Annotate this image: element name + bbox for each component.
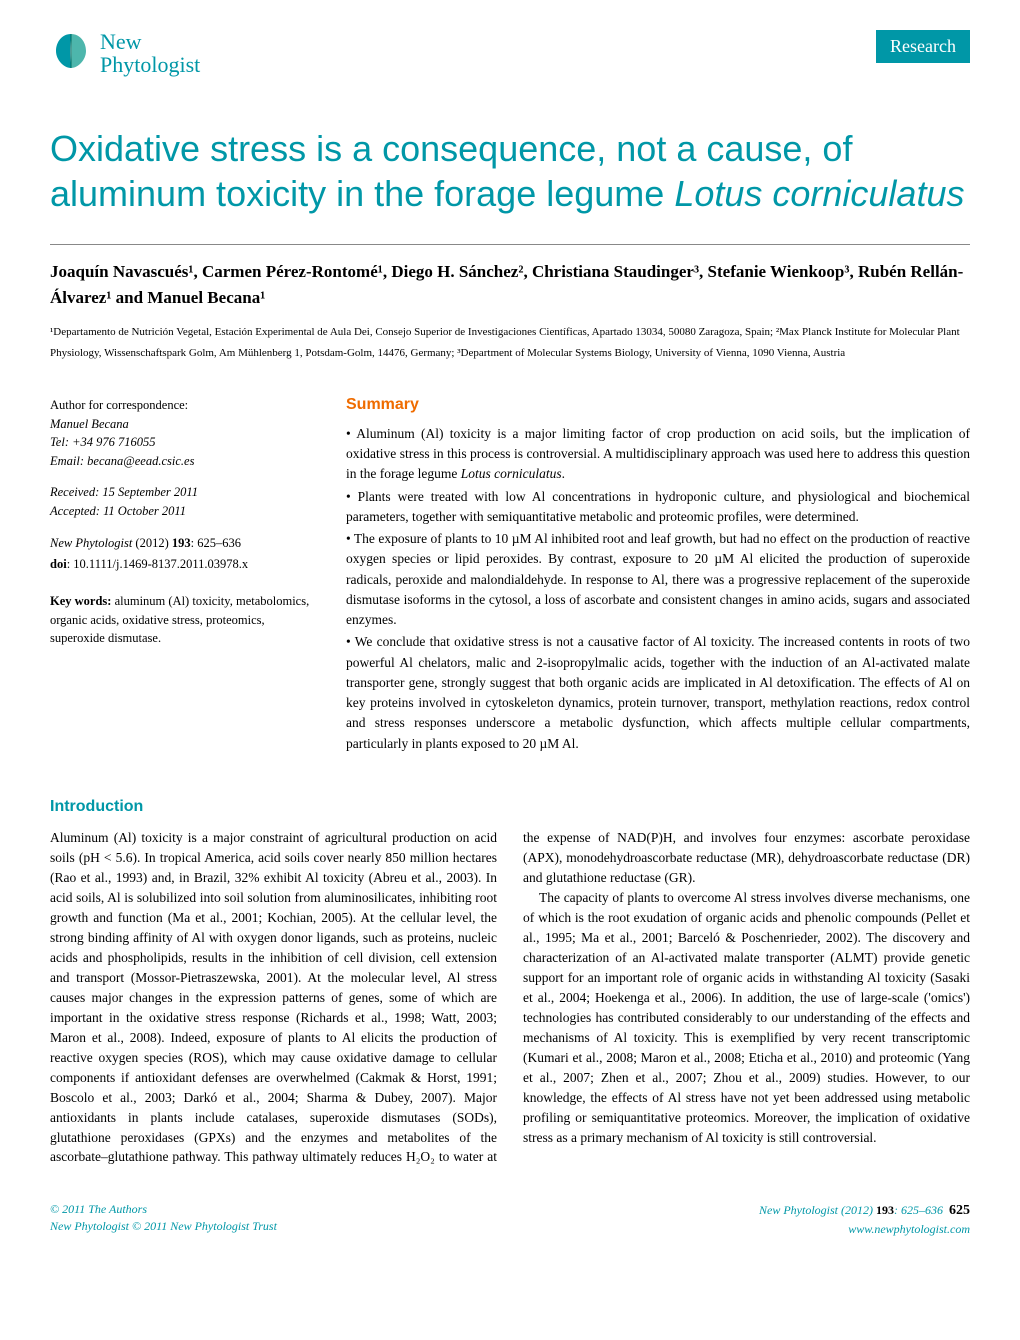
summary-list: Aluminum (Al) toxicity is a major limiti… xyxy=(346,424,970,754)
doi-label: doi xyxy=(50,557,67,571)
received-line: Received: 15 September 2011 xyxy=(50,483,320,502)
citation-journal: New Phytologist xyxy=(50,536,132,550)
footer-right: New Phytologist (2012) 193: 625–636 625 … xyxy=(759,1201,970,1237)
accepted-label: Accepted: xyxy=(50,504,103,518)
intro-para-2: The capacity of plants to overcome Al st… xyxy=(523,888,970,1148)
journal-name-line1: New xyxy=(100,30,200,53)
summary-text: Plants were treated with low Al concentr… xyxy=(346,489,970,524)
introduction-heading: Introduction xyxy=(50,798,970,816)
correspondence-tel: Tel: +34 976 716055 xyxy=(50,433,320,452)
footer-year: (2012) xyxy=(838,1203,876,1217)
correspondence-label: Author for correspondence: xyxy=(50,396,320,415)
copyright-line-1: © 2011 The Authors xyxy=(50,1201,277,1218)
summary-bullet: Plants were treated with low Al concentr… xyxy=(346,487,970,528)
copyright-line-2: New Phytologist © 2011 New Phytologist T… xyxy=(50,1218,277,1235)
rule-top xyxy=(50,244,970,245)
citation-volume: 193 xyxy=(172,536,191,550)
citation-year: (2012) xyxy=(132,536,172,550)
citation-pages: : 625–636 xyxy=(191,536,241,550)
correspondence-name: Manuel Becana xyxy=(50,415,320,434)
summary-text: Aluminum (Al) toxicity is a major limiti… xyxy=(346,426,970,482)
summary-bullet: We conclude that oxidative stress is not… xyxy=(346,632,970,754)
title-species: Lotus corniculatus xyxy=(674,173,964,214)
footer-left: © 2011 The Authors New Phytologist © 201… xyxy=(50,1201,277,1237)
summary-bullet: Aluminum (Al) toxicity is a major limiti… xyxy=(346,424,970,485)
footer-citation: New Phytologist (2012) 193: 625–636 625 xyxy=(759,1201,970,1221)
journal-name-line2: Phytologist xyxy=(100,53,200,76)
page-footer: © 2011 The Authors New Phytologist © 201… xyxy=(50,1201,970,1237)
leaf-icon xyxy=(50,30,92,72)
received-label: Received: xyxy=(50,485,102,499)
summary-section: Summary Aluminum (Al) toxicity is a majo… xyxy=(346,396,970,756)
doi-line: doi: 10.1111/j.1469-8137.2011.03978.x xyxy=(50,555,320,574)
header-bar: New Phytologist Research xyxy=(50,30,970,76)
affiliations: ¹Departamento de Nutrición Vegetal, Esta… xyxy=(50,322,970,364)
research-badge: Research xyxy=(876,30,970,63)
keywords-line: Key words: aluminum (Al) toxicity, metab… xyxy=(50,592,320,648)
summary-species: Lotus corniculatus xyxy=(461,466,562,481)
keywords-label: Key words: xyxy=(50,594,115,608)
accepted-line: Accepted: 11 October 2011 xyxy=(50,502,320,521)
journal-name: New Phytologist xyxy=(100,30,200,76)
journal-logo: New Phytologist xyxy=(50,30,200,76)
accepted-date: 11 October 2011 xyxy=(103,504,186,518)
summary-text: We conclude that oxidative stress is not… xyxy=(346,634,970,750)
article-title: Oxidative stress is a consequence, not a… xyxy=(50,126,970,216)
summary-heading: Summary xyxy=(346,396,970,414)
received-date: 15 September 2011 xyxy=(102,485,198,499)
footer-pages: : 625–636 xyxy=(894,1203,943,1217)
body-text: Aluminum (Al) toxicity is a major constr… xyxy=(50,828,970,1167)
correspondence-email: Email: becana@eead.csic.es xyxy=(50,452,320,471)
footer-url: www.newphytologist.com xyxy=(759,1221,970,1238)
summary-suffix: . xyxy=(562,466,565,481)
intro-para-1-text: Aluminum (Al) toxicity is a major constr… xyxy=(50,830,497,1145)
footer-journal: New Phytologist xyxy=(759,1203,838,1217)
citation: New Phytologist (2012) 193: 625–636 xyxy=(50,534,320,553)
doi-value: : 10.1111/j.1469-8137.2011.03978.x xyxy=(67,557,248,571)
summary-text: The exposure of plants to 10 µM Al inhib… xyxy=(346,531,970,627)
page-number: 625 xyxy=(949,1203,970,1218)
summary-bullet: The exposure of plants to 10 µM Al inhib… xyxy=(346,529,970,630)
author-list: Joaquín Navascués¹, Carmen Pérez-Rontomé… xyxy=(50,259,970,310)
summary-block: Author for correspondence: Manuel Becana… xyxy=(50,396,970,756)
article-meta-sidebar: Author for correspondence: Manuel Becana… xyxy=(50,396,320,756)
footer-volume: 193 xyxy=(876,1203,894,1217)
